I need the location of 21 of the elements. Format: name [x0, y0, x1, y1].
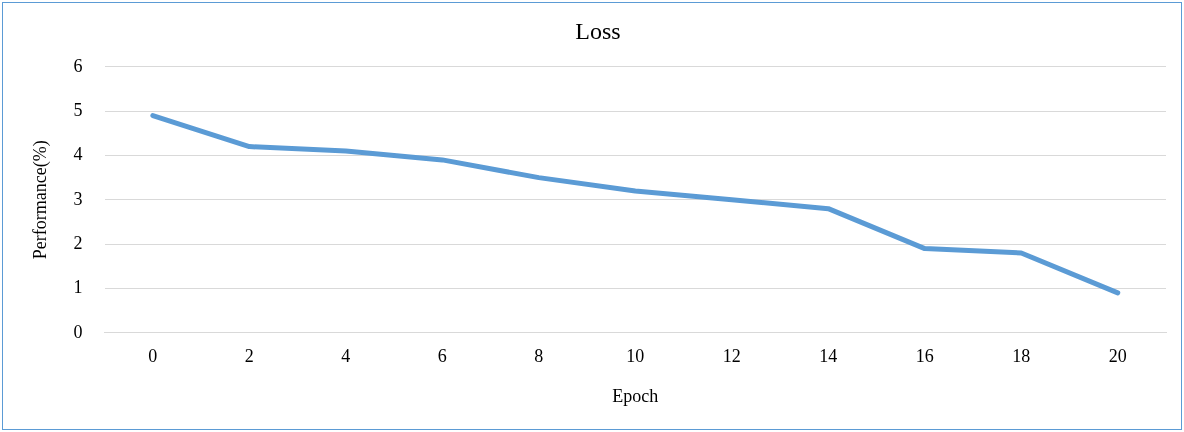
y-tick-label: 3 [73, 188, 83, 209]
x-tick-label: 10 [626, 346, 645, 367]
y-tick-label: 2 [73, 232, 83, 253]
y-tick-label: 6 [73, 55, 83, 76]
x-tick-label: 8 [534, 346, 544, 367]
x-tick-label: 12 [722, 346, 741, 367]
x-tick-label: 18 [1012, 346, 1031, 367]
x-tick-label: 2 [244, 346, 254, 367]
y-axis-title: Performance(%) [29, 140, 51, 260]
y-tick-label: 1 [73, 277, 83, 298]
x-axis-title: Epoch [612, 385, 659, 406]
x-tick-label: 16 [915, 346, 934, 367]
x-tick-label: 14 [819, 346, 838, 367]
y-tick-label: 5 [73, 99, 83, 120]
chart-title: Loss [575, 17, 621, 44]
x-tick-label: 20 [1108, 346, 1127, 367]
y-tick-label: 4 [73, 144, 83, 165]
x-tick-label: 0 [148, 346, 158, 367]
x-tick-label: 4 [341, 346, 351, 367]
x-tick-label: 6 [437, 346, 447, 367]
y-tick-label: 0 [73, 321, 83, 342]
